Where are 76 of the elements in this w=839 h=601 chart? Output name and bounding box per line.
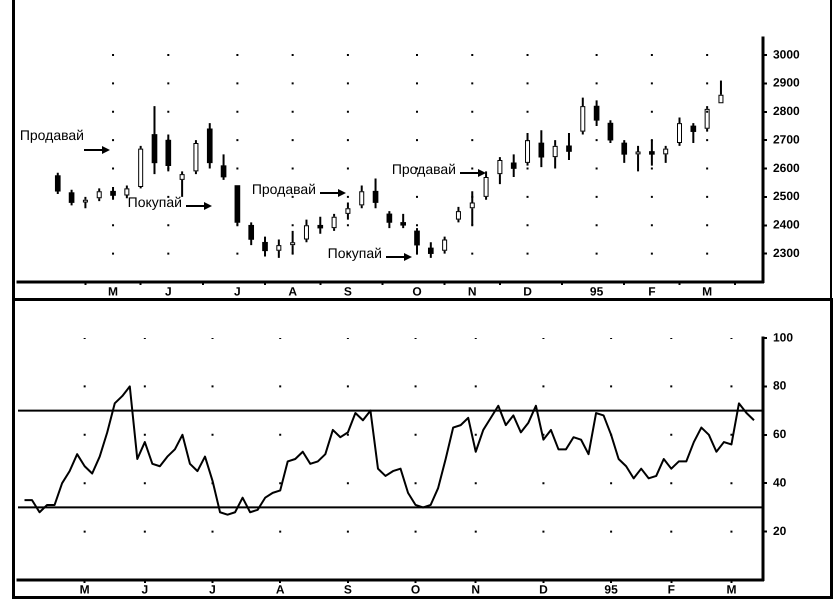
x-tick-label: N <box>468 284 477 299</box>
candlestick <box>566 132 572 161</box>
y-tick-label: 60 <box>773 427 787 442</box>
candlestick <box>372 177 378 210</box>
x-tick-label: A <box>288 284 298 299</box>
x-tick-label: F <box>648 284 656 299</box>
candlestick <box>621 139 628 164</box>
y-tick-label: 100 <box>773 330 794 344</box>
annotation: Продавай <box>252 180 316 197</box>
x-tick-label: J <box>234 284 241 299</box>
y-tick-label: 2400 <box>773 218 800 232</box>
candlestick <box>332 212 337 232</box>
x-tick-label: J <box>164 284 172 299</box>
y-tick-label: 40 <box>773 476 787 490</box>
x-tick-label: M <box>726 582 736 597</box>
x-tick-label: N <box>471 582 480 597</box>
x-tick-label: S <box>344 284 352 299</box>
x-tick-label: M <box>108 284 118 299</box>
candlestick <box>386 210 392 230</box>
x-tick-label: F <box>668 582 675 597</box>
x-tick-label: D <box>523 284 532 299</box>
candlestick <box>636 144 641 172</box>
y-tick-label: 2900 <box>773 76 800 90</box>
candlestick <box>718 80 724 104</box>
y-tick-label: 2500 <box>773 189 800 204</box>
candlestick <box>690 122 696 144</box>
candlestick <box>193 139 198 176</box>
candlestick <box>510 153 517 178</box>
candlestick <box>552 139 558 170</box>
annotation: Продавай <box>20 126 84 143</box>
candlestick <box>594 99 600 127</box>
candlestick <box>262 236 268 258</box>
candlestick <box>220 153 226 181</box>
x-tick-label: S <box>344 582 352 597</box>
candlestick <box>317 216 324 235</box>
y-tick-label: 2700 <box>773 132 800 146</box>
candlestick <box>442 236 448 255</box>
y-tick-label: 2800 <box>773 104 800 118</box>
candlestick <box>580 96 586 136</box>
candlestick <box>677 116 682 147</box>
x-tick-label: 95 <box>604 582 618 597</box>
x-tick-label: A <box>276 582 285 597</box>
x-tick-label: J <box>141 582 148 597</box>
candlestick <box>345 202 350 221</box>
candlestick <box>206 122 213 170</box>
annotation: Покупай <box>128 194 182 210</box>
candlestick <box>138 144 144 190</box>
candlestick <box>276 238 282 259</box>
candlestick <box>428 241 434 259</box>
y-tick-label: 3000 <box>773 47 800 62</box>
candlestick <box>180 170 185 198</box>
candlestick <box>497 156 502 186</box>
annotation: Покупай <box>328 244 382 261</box>
candlestick <box>525 132 530 167</box>
x-tick-label: O <box>412 284 422 299</box>
x-tick-label: J <box>209 582 216 597</box>
x-tick-label: D <box>539 582 548 597</box>
candlestick <box>124 184 130 200</box>
candlestick <box>538 129 544 168</box>
x-tick-label: O <box>410 582 420 597</box>
y-tick-label: 80 <box>773 378 787 393</box>
y-tick-label: 2600 <box>773 160 800 175</box>
candlestick <box>304 218 309 244</box>
x-tick-label: M <box>80 582 90 597</box>
candlestick <box>82 196 88 210</box>
candlestick <box>663 144 668 164</box>
candlestick <box>359 184 364 210</box>
candlestick <box>400 212 406 230</box>
candlestick <box>456 206 461 224</box>
x-tick-label: M <box>702 284 712 299</box>
y-tick-label: 20 <box>773 524 787 538</box>
candlestick <box>165 133 172 172</box>
annotation: Продавай <box>392 160 456 177</box>
candlestick <box>152 105 158 176</box>
x-tick-label: 95 <box>590 284 604 299</box>
y-tick-label: 2300 <box>773 246 800 260</box>
